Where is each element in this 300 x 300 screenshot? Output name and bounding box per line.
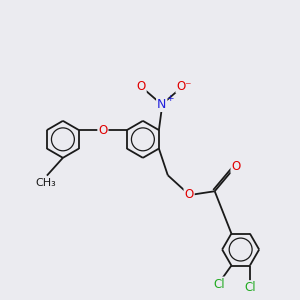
Text: +: + xyxy=(166,94,173,103)
Text: Cl: Cl xyxy=(244,281,256,294)
Text: CH₃: CH₃ xyxy=(36,178,57,188)
Text: Cl: Cl xyxy=(213,278,225,290)
Text: O: O xyxy=(184,188,194,201)
Text: O: O xyxy=(231,160,241,173)
Text: O: O xyxy=(136,80,146,92)
Text: N: N xyxy=(157,98,167,111)
Text: O: O xyxy=(98,124,107,136)
Text: O⁻: O⁻ xyxy=(176,80,192,92)
